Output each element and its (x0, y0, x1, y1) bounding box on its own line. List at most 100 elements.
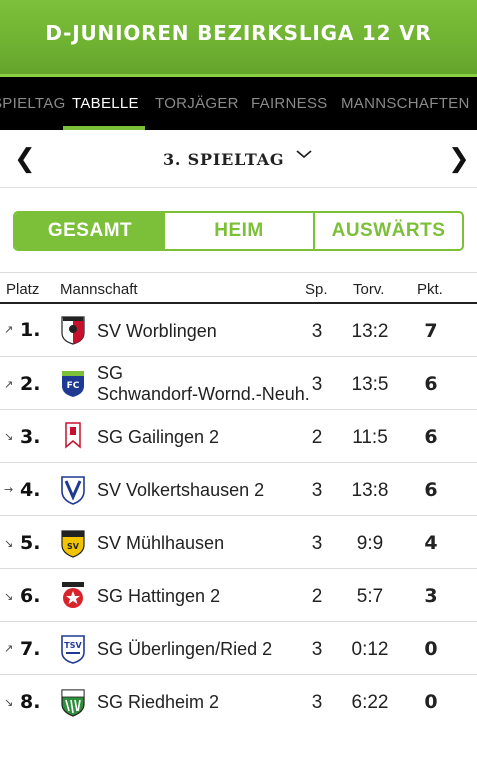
row-divider (0, 356, 477, 357)
table-row[interactable]: → 4. SV Volkertshausen 2 3 13:8 6 (0, 463, 477, 516)
rank: 3. (20, 426, 41, 448)
trend-down-icon: ↘ (4, 430, 14, 443)
goal-ratio: 13:2 (351, 321, 389, 342)
table-row[interactable]: ↗ 7. TSV SG Überlingen/Ried 2 3 0:12 0 (0, 622, 477, 675)
games-played: 3 (311, 639, 323, 660)
trend-down-icon: ↘ (4, 590, 14, 603)
rank: 2. (20, 373, 41, 395)
red-star-crest-icon (62, 582, 84, 608)
column-header-goals: Torv. (353, 281, 385, 298)
column-header-team: Mannschaft (60, 281, 138, 298)
chevron-down-icon[interactable] (296, 146, 312, 164)
points: 0 (424, 691, 438, 713)
rank: 4. (20, 479, 41, 501)
round-dropdown-label[interactable]: 3. SPIELTAG (163, 150, 285, 169)
filter-gesamt[interactable]: GESAMT (15, 213, 165, 249)
table-row[interactable]: ↘ 8. SG Riedheim 2 3 6:22 0 (0, 675, 477, 728)
rank: 1. (20, 319, 41, 341)
games-played: 3 (311, 533, 323, 554)
team-name: SV Volkertshausen 2 (97, 480, 265, 500)
goal-ratio: 9:9 (356, 533, 384, 554)
red-white-shield-crest-icon (61, 316, 85, 345)
team-name: SG Hattingen 2 (97, 586, 221, 606)
filter-heim[interactable]: HEIM (165, 213, 315, 249)
fc-blue-shield-crest-icon: FC (62, 371, 84, 397)
rank: 5. (20, 532, 41, 554)
row-divider (0, 568, 477, 569)
points: 6 (424, 479, 438, 501)
games-played: 3 (311, 321, 323, 342)
tab-bar: SPIELTAG TABELLE TORJÄGER FAIRNESS MANNS… (0, 77, 477, 130)
rank: 7. (20, 638, 41, 660)
team-name: SG Überlingen/Ried 2 (97, 639, 273, 659)
rank: 6. (20, 585, 41, 607)
team-name: SG Gailingen 2 (97, 427, 220, 447)
team-name: SV Worblingen (97, 321, 217, 341)
trend-down-icon: ↘ (4, 696, 14, 709)
trend-up-icon: ↗ (4, 323, 14, 336)
tab-fairness[interactable]: FAIRNESS (251, 95, 328, 112)
points: 4 (424, 532, 438, 554)
row-divider (0, 515, 477, 516)
filter-divider (0, 272, 477, 273)
trend-down-icon: ↘ (4, 537, 14, 550)
goal-ratio: 13:8 (351, 480, 389, 501)
red-banner-crest-icon (65, 422, 81, 449)
svr-green-crest-icon (61, 689, 85, 717)
games-played: 3 (311, 374, 323, 395)
goal-ratio: 11:5 (352, 427, 388, 448)
games-played: 2 (311, 427, 323, 448)
tsv-blue-crest-icon: TSV (61, 635, 85, 664)
trend-same-icon: → (4, 483, 14, 496)
row-divider (0, 409, 477, 410)
tab-tabelle[interactable]: TABELLE (72, 95, 139, 112)
team-name-line-1: SG (97, 363, 124, 383)
tab-torjaeger[interactable]: TORJÄGER (155, 95, 239, 112)
team-name: SV Mühlhausen (97, 533, 225, 553)
tab-mannschaften[interactable]: MANNSCHAFTEN (341, 95, 470, 112)
rank: 8. (20, 691, 41, 713)
goal-ratio: 5:7 (356, 586, 384, 607)
chevron-right-icon[interactable]: ❯ (448, 144, 470, 174)
column-header-points: Pkt. (417, 281, 443, 298)
row-divider (0, 462, 477, 463)
games-played: 3 (311, 480, 323, 501)
table-row[interactable]: ↗ 1. SV Worblingen 3 13:2 7 (0, 304, 477, 357)
points: 7 (424, 320, 438, 342)
goal-ratio: 6:22 (351, 692, 389, 713)
row-divider (0, 674, 477, 675)
column-header-games: Sp. (305, 281, 328, 298)
row-divider (0, 621, 477, 622)
svg-text:FC: FC (67, 381, 80, 391)
yellow-shield-crest-icon: SV (61, 530, 85, 558)
svg-text:SV: SV (67, 542, 80, 551)
active-tab-indicator (63, 126, 145, 130)
app-header: D-JUNIOREN BEZIRKSLIGA 12 VR (0, 0, 477, 74)
games-played: 2 (311, 586, 323, 607)
goal-ratio: 0:12 (351, 639, 389, 660)
filter-auswaerts[interactable]: AUSWÄRTS (331, 220, 446, 241)
column-header-rank: Platz (6, 281, 40, 298)
svg-text:TSV: TSV (64, 641, 82, 650)
points: 3 (424, 585, 438, 607)
team-name-line-2: Schwandorf-Wornd.-Neuh. (97, 384, 310, 404)
trend-up-icon: ↗ (4, 642, 14, 655)
table-row[interactable]: ↘ 3. SG Gailingen 2 2 11:5 6 (0, 410, 477, 463)
chevron-left-icon[interactable]: ❮ (14, 144, 36, 174)
header-divider (0, 74, 477, 77)
tab-spieltag[interactable]: SPIELTAG (0, 95, 66, 112)
venue-filter: GESAMT HEIM AUSWÄRTS (13, 211, 464, 251)
trend-up-icon: ↗ (4, 378, 14, 391)
table-row[interactable]: ↘ 6. SG Hattingen 2 2 5:7 3 (0, 569, 477, 622)
table-row[interactable]: ↘ 5. SV SV Mühlhausen 3 9:9 4 (0, 516, 477, 569)
table-header-divider (0, 302, 477, 304)
points: 6 (424, 373, 438, 395)
games-played: 3 (311, 692, 323, 713)
goal-ratio: 13:5 (351, 374, 389, 395)
round-selector: ❮ 3. SPIELTAG ❯ (0, 130, 477, 188)
blue-v-shield-crest-icon (61, 476, 85, 505)
table-row[interactable]: ↗ 2. FC SG Schwandorf-Wornd.-Neuh. 3 13:… (0, 357, 477, 410)
team-name: SG Riedheim 2 (97, 692, 220, 712)
points: 0 (424, 638, 438, 660)
points: 6 (424, 426, 438, 448)
